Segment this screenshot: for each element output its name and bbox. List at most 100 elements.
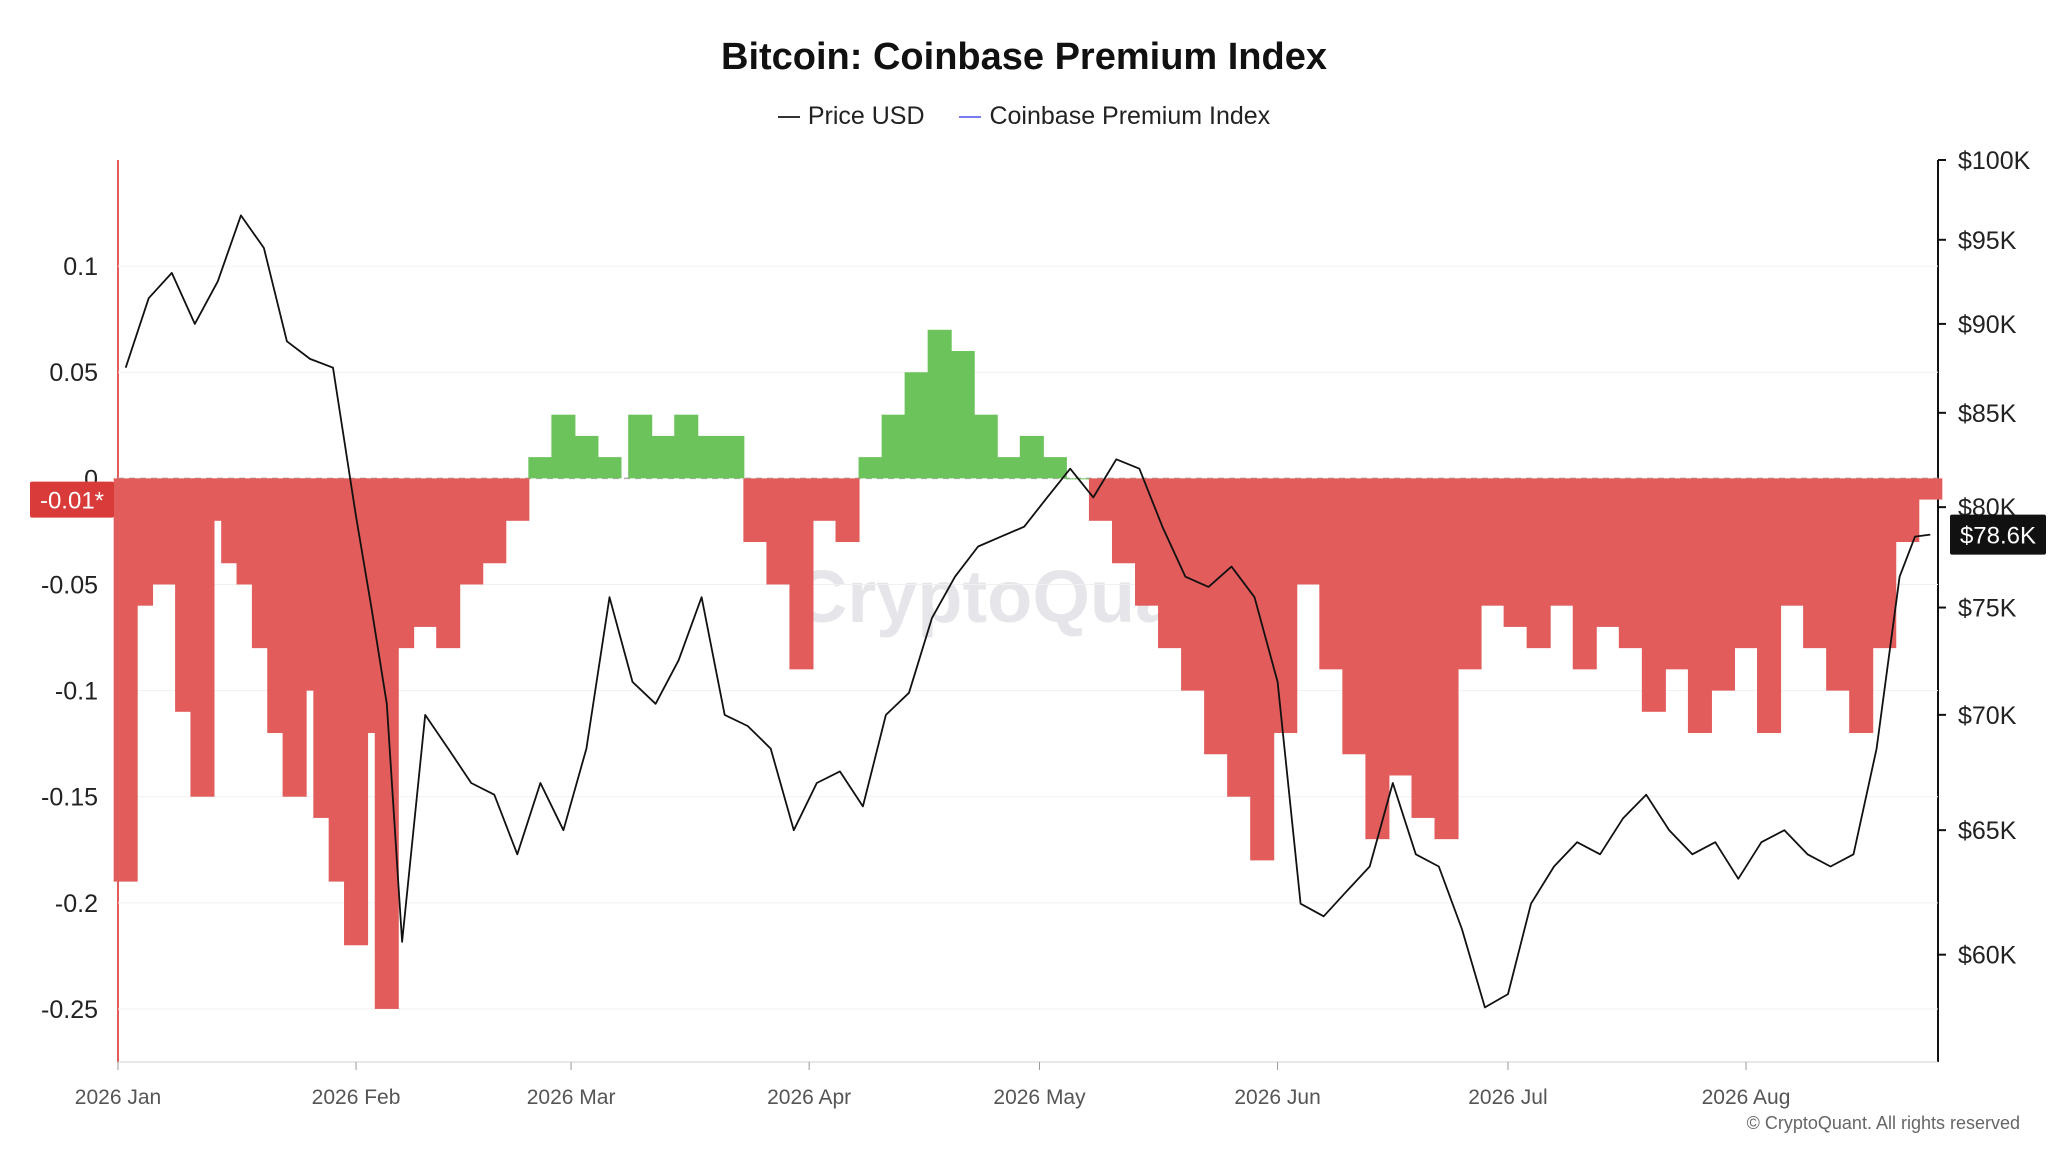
copyright-notice: © CryptoQuant. All rights reserved <box>1746 1113 2020 1133</box>
premium-bar <box>1803 478 1828 649</box>
left-tick-label: -0.15 <box>41 784 98 812</box>
premium-bar <box>1019 435 1044 479</box>
right-tick-label: $90K <box>1958 311 2017 339</box>
premium-bar <box>1227 478 1252 797</box>
premium-bar <box>482 478 507 564</box>
x-tick-label: 2026 Mar <box>527 1086 616 1109</box>
premium-bar <box>528 457 553 479</box>
left-tick-label: -0.25 <box>41 996 98 1024</box>
premium-bar <box>505 478 530 521</box>
x-tick-label: 2026 Aug <box>1702 1086 1791 1109</box>
premium-bar <box>973 414 998 479</box>
premium-bar <box>996 457 1021 479</box>
premium-bar <box>551 414 576 479</box>
premium-bar <box>766 478 791 585</box>
current-premium-label: -0.01* <box>40 488 104 515</box>
premium-bar <box>1572 478 1597 670</box>
premium-bar <box>1042 457 1067 479</box>
premium-bar <box>1549 478 1574 606</box>
premium-bar <box>1388 478 1413 776</box>
x-tick-label: 2026 Feb <box>312 1086 401 1109</box>
premium-bar <box>459 478 484 585</box>
premium-bar <box>1273 478 1298 734</box>
premium-bar <box>1158 478 1183 649</box>
premium-bar <box>436 478 461 649</box>
premium-bar <box>1733 478 1759 649</box>
legend-item-premium[interactable]: Coinbase Premium Index <box>959 102 1270 131</box>
premium-bar <box>1480 478 1505 606</box>
premium-bar <box>1872 478 1897 649</box>
premium-bar <box>904 372 929 479</box>
premium-bar <box>1526 478 1551 649</box>
premium-bar <box>1434 478 1459 840</box>
premium-bar <box>1296 478 1321 585</box>
premium-bar <box>881 414 906 479</box>
chart-title: Bitcoin: Coinbase Premium Index <box>721 36 1327 78</box>
premium-bar <box>129 478 154 606</box>
x-tick-label: 2026 Jan <box>75 1086 161 1109</box>
current-price-label: $78.6K <box>1960 523 2036 550</box>
premium-bar <box>628 414 653 479</box>
premium-bar <box>1687 478 1712 734</box>
premium-bar <box>1457 478 1482 670</box>
price-line <box>124 214 1931 1009</box>
premium-bar <box>1618 478 1643 649</box>
legend-swatch-price <box>777 116 800 119</box>
premium-bar <box>789 478 814 670</box>
premium-bar <box>674 414 699 479</box>
right-tick-label: $100K <box>1958 147 2031 175</box>
chart-legend: Price USD Coinbase Premium Index <box>0 102 2048 131</box>
current-price-badge <box>1950 514 2046 555</box>
right-tick-label: $65K <box>1958 817 2017 845</box>
premium-bar <box>1135 478 1160 606</box>
legend-label-premium: Coinbase Premium Index <box>989 102 1271 130</box>
premium-bar <box>697 435 722 479</box>
premium-bar <box>743 478 768 543</box>
premium-bar <box>190 478 215 797</box>
legend-item-price[interactable]: Price USD <box>777 102 925 131</box>
legend-swatch-premium <box>959 116 982 119</box>
premium-bar <box>1342 478 1367 755</box>
legend-label-price: Price USD <box>807 102 925 130</box>
current-premium-badge <box>30 481 114 518</box>
premium-bar <box>597 457 622 479</box>
premium-bar <box>1250 478 1275 861</box>
right-tick-label: $85K <box>1958 400 2017 428</box>
premium-bar <box>651 435 676 479</box>
premium-bar <box>1664 478 1689 670</box>
premium-bar <box>1826 478 1851 691</box>
premium-bar <box>1365 478 1390 840</box>
premium-bar <box>1204 478 1229 755</box>
premium-bar <box>812 478 837 521</box>
premium-bar <box>1780 478 1805 606</box>
right-tick-label: $60K <box>1958 942 2017 970</box>
premium-bar <box>1503 478 1528 627</box>
left-tick-label: 0.05 <box>49 359 98 387</box>
premium-bar <box>1757 478 1782 734</box>
left-tick-label: -0.1 <box>55 678 98 706</box>
premium-bar <box>152 478 177 585</box>
premium-bar <box>1411 478 1436 818</box>
left-tick-label: 0.1 <box>63 253 98 281</box>
premium-bar <box>950 351 975 479</box>
left-tick-label: -0.05 <box>41 571 98 599</box>
x-tick-label: 2026 May <box>993 1086 1086 1109</box>
premium-bar <box>720 435 745 479</box>
premium-bar <box>390 478 415 649</box>
premium-bar <box>1319 478 1344 670</box>
premium-bar <box>1710 478 1735 691</box>
premium-bar <box>858 457 883 479</box>
x-tick-label: 2026 Jun <box>1234 1086 1320 1109</box>
premium-bar <box>413 478 438 627</box>
premium-bar <box>1895 478 1920 543</box>
x-tick-label: 2026 Jul <box>1468 1086 1547 1109</box>
premium-bar <box>1641 478 1666 712</box>
premium-bar <box>1918 478 1943 500</box>
premium-bar <box>1111 478 1137 564</box>
right-tick-label: $95K <box>1958 227 2017 255</box>
premium-bar <box>1595 478 1620 627</box>
premium-bar <box>835 478 860 543</box>
left-tick-label: -0.2 <box>55 890 98 918</box>
x-tick-label: 2026 Apr <box>767 1086 851 1109</box>
premium-bar <box>574 435 599 479</box>
